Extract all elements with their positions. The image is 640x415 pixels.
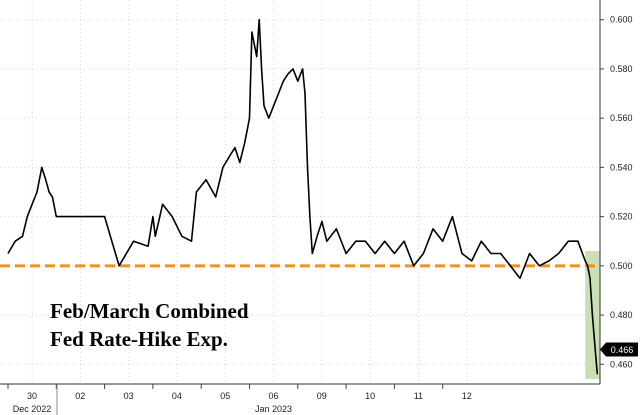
axes <box>0 0 604 415</box>
series-line <box>7 18 599 375</box>
x-tick-label: 11 <box>414 391 423 401</box>
x-tick-label: 30 <box>27 391 37 401</box>
x-tick-label: 06 <box>268 391 278 401</box>
last-value-label: 0.466 <box>611 345 634 355</box>
y-tick-label: 0.460 <box>610 359 633 369</box>
x-tick-label: 03 <box>124 391 134 401</box>
x-tick-label: 10 <box>365 391 375 401</box>
series-layer <box>7 18 599 375</box>
x-subtick-label: Jan 2023 <box>255 404 292 414</box>
x-tick-label: 05 <box>220 391 230 401</box>
y-tick-label: 0.560 <box>610 113 633 123</box>
labels: 0.600 0.580 0.560 0.540 0.520 0.500 0.480 0.460… <box>13 15 638 414</box>
y-tick-label: 0.480 <box>610 310 633 320</box>
y-tick-label: 0.600 <box>610 15 633 25</box>
y-tick-label: 0.540 <box>610 162 633 172</box>
x-tick-label: 09 <box>317 391 327 401</box>
x-tick-label: 02 <box>75 391 85 401</box>
y-tick-label: 0.580 <box>610 64 633 74</box>
x-tick-label: 04 <box>172 391 182 401</box>
x-tick-label: 12 <box>462 391 472 401</box>
last-value-badge <box>600 342 638 357</box>
y-tick-label: 0.520 <box>610 212 633 222</box>
chart-annotation-line: Fed Rate-Hike Exp. <box>50 327 228 351</box>
chart-annotation-line: Feb/March Combined <box>50 299 249 323</box>
x-subtick-label: Dec 2022 <box>13 404 52 414</box>
y-tick-label: 0.500 <box>610 261 633 271</box>
